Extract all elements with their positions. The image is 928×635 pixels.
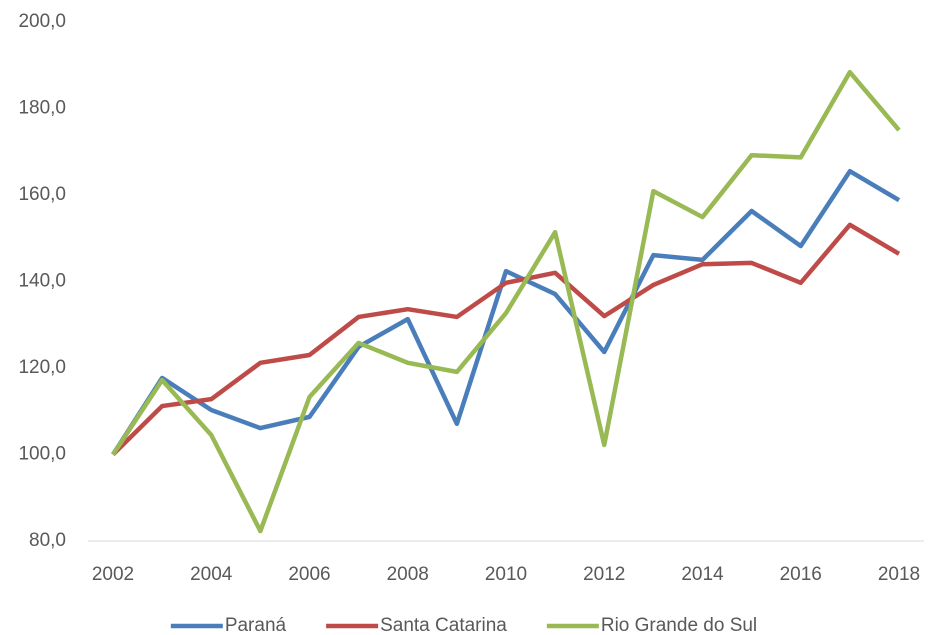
legend-label: Rio Grande do Sul: [601, 615, 757, 635]
y-tick-label: 100,0: [18, 444, 66, 465]
x-tick-label: 2014: [681, 564, 724, 585]
y-tick-label: 160,0: [18, 184, 66, 205]
y-tick-label: 80,0: [29, 530, 66, 551]
x-tick-label: 2010: [485, 564, 527, 585]
y-tick-label: 180,0: [18, 98, 66, 119]
series-line: [111, 168, 901, 456]
series-line: [111, 222, 901, 457]
legend-label: Paraná: [225, 615, 287, 635]
y-tick-label: 140,0: [18, 271, 66, 292]
x-tick-label: 2004: [190, 564, 233, 585]
series-line: [111, 69, 901, 534]
y-tick-label: 120,0: [18, 357, 66, 378]
x-tick-label: 2012: [583, 564, 625, 585]
x-tick-label: 2006: [288, 564, 330, 585]
y-tick-label: 200,0: [18, 11, 66, 32]
legend-label: Santa Catarina: [380, 615, 507, 635]
x-tick-label: 2008: [387, 564, 429, 585]
x-tick-label: 2018: [878, 564, 920, 585]
x-tick-label: 2016: [780, 564, 822, 585]
x-tick-label: 2002: [92, 564, 134, 585]
